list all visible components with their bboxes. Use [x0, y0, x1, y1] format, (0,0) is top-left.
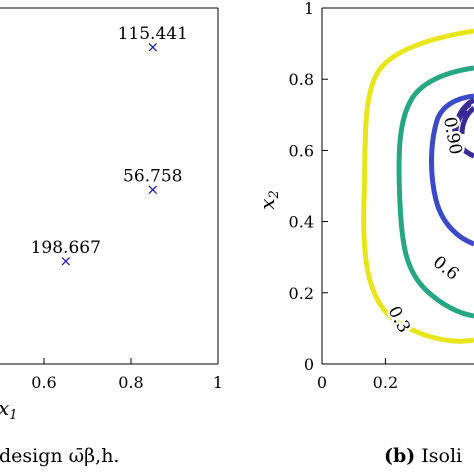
panel-a-x-tick-label: 0.6	[31, 373, 56, 392]
contour-line-0.6	[396, 65, 474, 319]
contour-line-0.9	[452, 97, 474, 159]
panel-b-y-ticks: 0 0.2 0.4 0.6 0.8 1	[289, 0, 328, 374]
data-point-marker: ×	[59, 252, 72, 270]
panel-b-y-tick-label: 0.4	[289, 213, 314, 232]
data-point-label: 115.441	[118, 24, 188, 44]
panel-a-x-tick-label: 1	[213, 373, 223, 392]
data-point-label: 198.667	[31, 238, 101, 258]
panel-b-x-ticks: 0 0.2	[317, 358, 398, 392]
panel-a-x-ticks: 0.6 0.8 1	[31, 358, 223, 392]
panel-b-contours	[361, 28, 474, 344]
data-point-marker: ×	[146, 38, 159, 56]
panel-b-ylabel: x2	[255, 190, 282, 210]
panel-a-caption: design ω̄β,h.	[0, 445, 119, 467]
contour-line-blue	[429, 93, 474, 247]
panel-a: 0.60.81 ×115.441×56.758×198.667 x1 desig…	[0, 7, 223, 467]
panel-b-y-tick-label: 1	[304, 0, 314, 18]
panel-b-caption-bold: (b)	[384, 445, 415, 467]
data-point-marker: ×	[146, 181, 159, 199]
contour-line-0.3	[361, 28, 474, 344]
panel-b-caption: (b) Isoli	[384, 445, 462, 467]
panel-b-y-tick-label: 0.8	[289, 70, 314, 89]
panel-b-y-tick-label: 0.6	[289, 141, 314, 160]
panel-b-caption-text: Isoli	[421, 445, 462, 467]
panel-b-y-tick-label: 0.2	[289, 284, 314, 303]
panel-a-points: ×115.441×56.758×198.667	[31, 24, 188, 270]
data-point-label: 56.758	[123, 167, 182, 187]
panel-b-y-tick-label: 0	[304, 355, 314, 374]
level-label-0.6: 0.6	[429, 252, 463, 284]
panel-a-x-tick-label: 0.8	[118, 373, 143, 392]
panel-b-x-tick-label: 0	[317, 373, 327, 392]
panel-a-xlabel-fragment: x1	[0, 396, 18, 423]
panel-b-x-tick-label: 0.2	[373, 373, 398, 392]
panel-b: 0.3 0.6 0.90 00.20.40.60.81 0 0.2 x2 (b) I…	[255, 0, 474, 467]
